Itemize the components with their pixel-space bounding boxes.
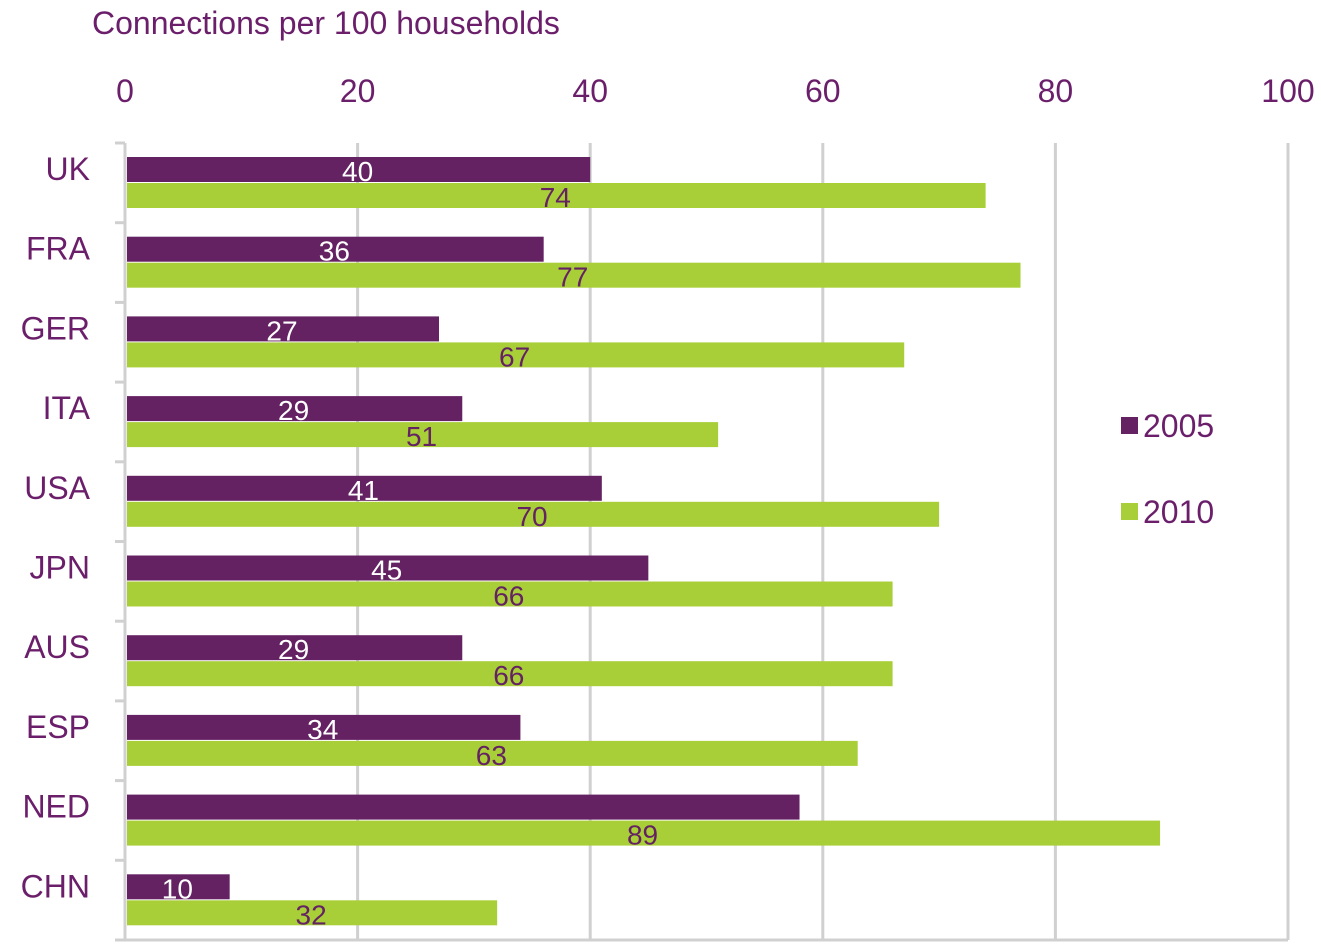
bar-2010 [127,422,719,448]
bar-2010 [127,740,858,766]
bar-2005 [127,396,463,422]
data-label-2010: 63 [476,740,507,771]
data-label-2010: 32 [296,899,327,930]
gridlines [115,141,1290,942]
x-tick-label: 40 [572,73,608,109]
data-label-2010: 66 [493,660,524,691]
category-label: JPN [30,550,90,586]
category-label: ITA [43,390,91,426]
legend-label-2010: 2010 [1143,494,1214,530]
data-label-2005: 34 [307,714,338,745]
bar-2010 [127,501,940,527]
data-label-2010: 74 [540,182,571,213]
data-label-2010: 77 [557,262,588,293]
bar-2010 [127,581,893,607]
data-label-2010: 70 [516,501,547,532]
bar-2010 [127,661,893,687]
data-label-2005: 29 [278,634,309,665]
bar-2005 [127,794,800,820]
x-tick-label: 0 [116,73,134,109]
bar-2005 [127,316,440,342]
data-label-2005: 40 [342,156,373,187]
legend-swatch-2005 [1121,417,1138,434]
x-axis-ticks: 0 20 40 60 80 100 [116,73,1315,109]
bar-2010 [127,183,986,208]
data-label-2010: 51 [406,421,437,452]
category-label: USA [24,470,90,506]
data-label-2005: 10 [162,873,193,904]
axis-title: Connections per 100 households [92,5,560,41]
x-tick-label: 100 [1261,73,1314,109]
data-label-2010: 67 [499,341,530,372]
bar-2005 [127,874,230,900]
legend-label-2005: 2005 [1143,408,1214,444]
bar-2005 [127,236,544,262]
bars: 40 74 36 77 27 67 29 51 41 70 45 66 29 66 34 63 89 10 32 [127,156,1161,930]
x-tick-label: 80 [1038,73,1074,109]
bar-2005 [127,555,649,581]
category-label: AUS [24,629,90,665]
data-label-2010: 66 [493,581,524,612]
bar-2010 [127,262,1021,288]
bar-2005 [127,714,521,740]
data-label-2005: 36 [319,236,350,267]
bar-2005 [127,157,591,182]
data-label-2005: 27 [266,315,297,346]
bar-2005 [127,475,602,501]
bar-2005 [127,635,463,661]
bar-2010 [127,820,1161,846]
bar-2010 [127,342,905,368]
data-label-2010: 89 [627,820,658,851]
legend: 2005 2010 [1121,408,1214,530]
data-label-2005: 41 [348,475,379,506]
bar-2010 [127,900,498,926]
category-labels: UK FRA GER ITA USA JPN AUS ESP NED CHN [21,151,91,904]
x-tick-label: 60 [805,73,841,109]
category-label: UK [46,151,90,187]
category-label: GER [21,310,90,346]
category-label: NED [22,789,90,825]
category-label: FRA [26,231,91,267]
x-tick-label: 20 [340,73,376,109]
legend-swatch-2010 [1121,503,1138,520]
data-label-2005: 45 [371,555,402,586]
data-label-2005: 29 [278,395,309,426]
category-label: ESP [26,709,90,745]
category-label: CHN [21,868,90,904]
